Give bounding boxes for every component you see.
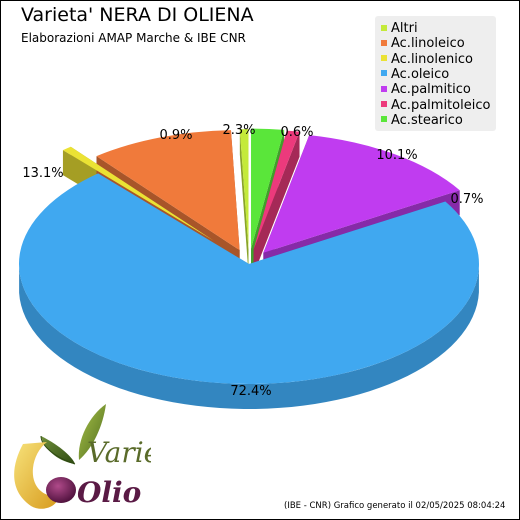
chart-subtitle: Elaborazioni AMAP Marche & IBE CNR xyxy=(21,31,246,45)
pie-label-ac-palmitico: 13.1% xyxy=(22,166,63,181)
legend-swatch-ac-linoleico xyxy=(381,39,387,46)
gold-swoosh-icon xyxy=(14,442,60,509)
pie-label-altri: 0.6% xyxy=(280,125,313,140)
legend-label-ac-oleico: Ac.oleico xyxy=(391,66,450,82)
legend-item-ac-stearico: Ac.stearico xyxy=(381,113,463,128)
legend-swatch-ac-linolenico xyxy=(381,55,387,62)
legend-item-ac-palmitico: Ac.palmitico xyxy=(381,82,471,97)
pie-side-ac-oleico xyxy=(19,267,479,409)
varieta-olio-logo: Varietà Olio xyxy=(14,404,151,509)
pie-slice-ac-oleico xyxy=(18,173,479,384)
legend-label-altri: Altri xyxy=(391,21,418,36)
pie-label-ac-palmitoleico: 0.9% xyxy=(159,128,192,143)
olive-fruit-icon xyxy=(46,477,76,503)
logo-text-bottom: Olio xyxy=(77,476,141,509)
legend-label-ac-stearico: Ac.stearico xyxy=(391,112,463,128)
legend-label-ac-linolenico: Ac.linolenico xyxy=(391,51,473,67)
legend-swatch-altri xyxy=(381,24,387,31)
legend-item-ac-palmitoleico: Ac.palmitoleico xyxy=(381,98,490,113)
logo-text-top: Varietà xyxy=(87,436,151,469)
legend-swatch-ac-palmitico xyxy=(381,85,387,92)
pie-label-ac-linoleico: 10.1% xyxy=(376,148,417,163)
legend-label-ac-linoleico: Ac.linoleico xyxy=(391,36,465,52)
legend-swatch-ac-oleico xyxy=(381,70,387,77)
pie-edge-ac-palmitoleico-0 xyxy=(253,131,300,275)
pie-label-ac-oleico: 72.4% xyxy=(230,384,271,399)
legend-item-ac-linolenico: Ac.linolenico xyxy=(381,52,473,67)
pie-slice-ac-linolenico xyxy=(62,146,214,241)
pie-slice-ac-palmitico xyxy=(263,135,460,253)
pie-slice-ac-stearico xyxy=(251,128,285,249)
chart-legend: Altri Ac.linoleico Ac.linolenico Ac.oleico A… xyxy=(375,16,496,131)
pie-slice-altri xyxy=(239,129,249,250)
pie-slice-ac-linoleico xyxy=(96,130,240,251)
olive-leaf-right-icon xyxy=(78,404,106,460)
legend-label-ac-palmitico: Ac.palmitico xyxy=(391,82,471,98)
legend-swatch-ac-palmitoleico xyxy=(381,101,387,107)
pie-label-ac-linolenico: 0.7% xyxy=(450,192,483,207)
pie-edge-altri-1 xyxy=(239,129,249,275)
olive-leaf-left-icon xyxy=(41,436,75,464)
legend-label-ac-palmitoleico: Ac.palmitoleico xyxy=(391,97,491,113)
pie-slice-ac-palmitoleico xyxy=(253,130,300,250)
chart-footer: (IBE - CNR) Grafico generato il 02/05/20… xyxy=(284,501,506,511)
chart-title: Varieta' NERA DI OLIENA xyxy=(21,4,254,26)
legend-item-ac-oleico: Ac.oleico xyxy=(381,67,449,82)
legend-swatch-ac-stearico xyxy=(381,116,387,123)
legend-item-altri: Altri xyxy=(381,21,418,36)
legend-item-ac-linoleico: Ac.linoleico xyxy=(381,36,465,51)
pie-label-ac-stearico: 2.3% xyxy=(222,123,255,138)
